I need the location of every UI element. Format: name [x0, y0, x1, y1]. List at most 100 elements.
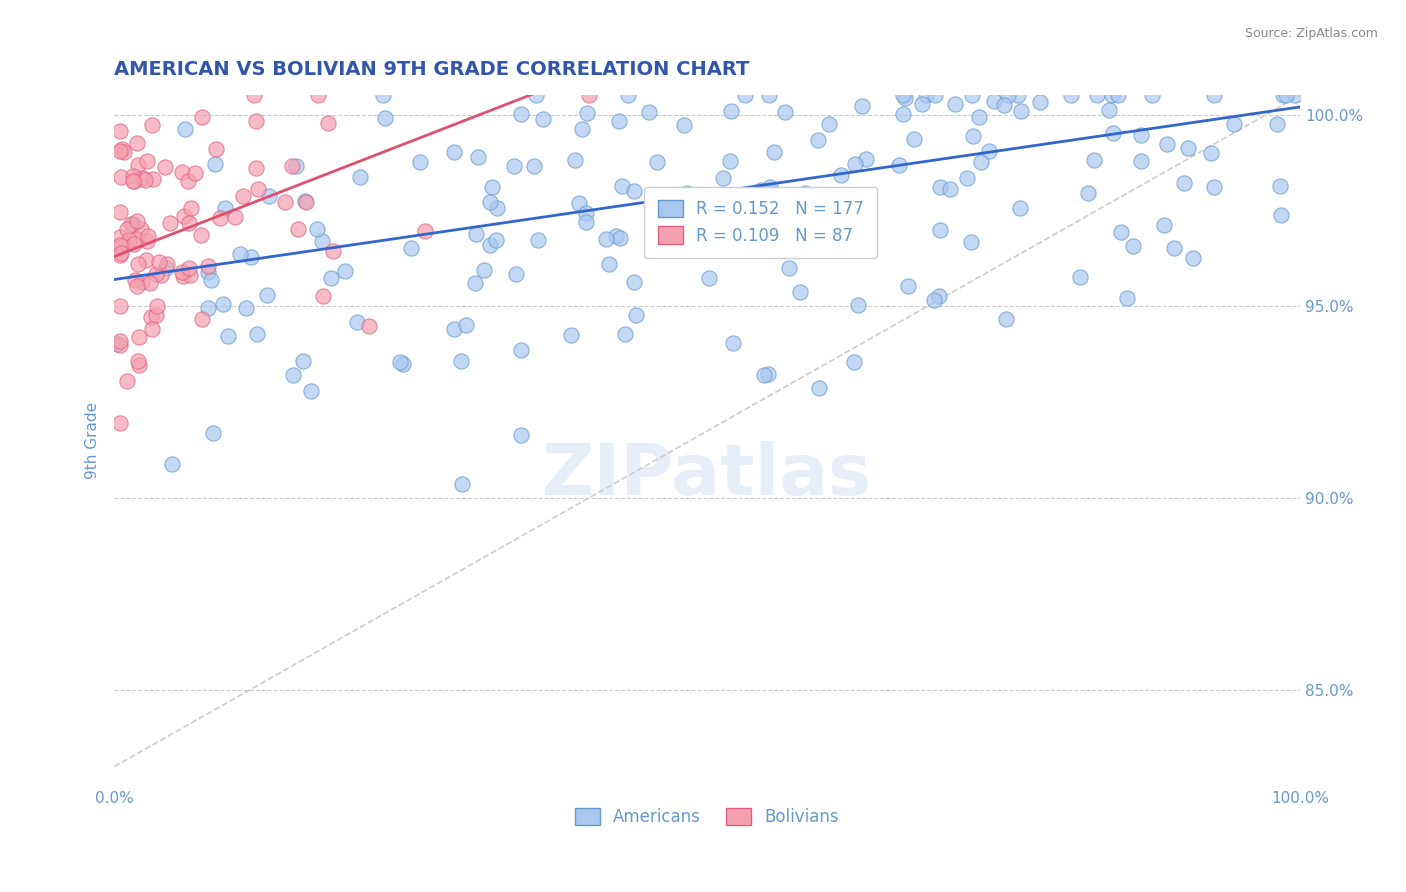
Bolivians	[122, 237, 145, 252]
Text: AMERICAN VS BOLIVIAN 9TH GRADE CORRELATION CHART: AMERICAN VS BOLIVIAN 9TH GRADE CORRELATI…	[114, 60, 749, 78]
Bolivians	[159, 216, 181, 230]
Americans	[510, 343, 533, 357]
Americans	[392, 358, 415, 372]
Americans	[200, 273, 222, 287]
Bolivians	[115, 222, 138, 236]
Americans	[673, 119, 696, 133]
Americans	[709, 228, 731, 243]
Americans	[759, 180, 782, 194]
Americans	[891, 107, 914, 121]
Americans	[929, 179, 952, 194]
Bolivians	[129, 222, 152, 236]
Bolivians	[316, 116, 339, 130]
Americans	[887, 158, 910, 172]
Bolivians	[118, 233, 141, 247]
Americans	[994, 311, 1017, 326]
Bolivians	[108, 144, 131, 158]
Americans	[212, 296, 235, 310]
Americans	[1271, 88, 1294, 103]
Bolivians	[413, 224, 436, 238]
Bolivians	[247, 182, 270, 196]
Americans	[1130, 128, 1153, 142]
Americans	[373, 88, 395, 103]
Bolivians	[124, 273, 146, 287]
Bolivians	[108, 205, 131, 219]
Americans	[897, 279, 920, 293]
Text: Source: ZipAtlas.com: Source: ZipAtlas.com	[1244, 27, 1378, 40]
Bolivians	[110, 245, 132, 260]
Americans	[388, 355, 411, 369]
Americans	[830, 168, 852, 182]
Bolivians	[281, 159, 304, 173]
Bolivians	[108, 416, 131, 430]
Bolivians	[111, 142, 134, 156]
Bolivians	[177, 174, 200, 188]
Americans	[846, 298, 869, 312]
Bolivians	[127, 214, 149, 228]
Bolivians	[145, 267, 167, 281]
Bolivians	[156, 256, 179, 270]
Americans	[464, 276, 486, 290]
Americans	[1223, 117, 1246, 131]
Bolivians	[136, 229, 159, 244]
Americans	[1083, 153, 1105, 168]
Bolivians	[127, 257, 149, 271]
Americans	[967, 111, 990, 125]
Americans	[960, 88, 983, 103]
Americans	[1098, 103, 1121, 117]
Bolivians	[148, 254, 170, 268]
Americans	[1163, 241, 1185, 255]
Americans	[229, 246, 252, 260]
Americans	[486, 201, 509, 215]
Americans	[997, 88, 1019, 103]
Bolivians	[108, 334, 131, 349]
Americans	[842, 355, 865, 369]
Americans	[575, 214, 598, 228]
Bolivians	[287, 222, 309, 236]
Bolivians	[307, 88, 329, 103]
Americans	[197, 301, 219, 316]
Americans	[609, 231, 631, 245]
Americans	[478, 195, 501, 210]
Americans	[979, 145, 1001, 159]
Americans	[1101, 88, 1123, 103]
Americans	[464, 227, 486, 241]
Americans	[204, 157, 226, 171]
Americans	[259, 189, 281, 203]
Legend: Americans, Bolivians: Americans, Bolivians	[568, 801, 846, 832]
Americans	[505, 267, 527, 281]
Americans	[531, 112, 554, 126]
Americans	[808, 381, 831, 395]
Americans	[1204, 179, 1226, 194]
Bolivians	[578, 88, 600, 103]
Americans	[467, 150, 489, 164]
Bolivians	[108, 248, 131, 262]
Americans	[575, 206, 598, 220]
Americans	[761, 185, 783, 199]
Americans	[509, 107, 531, 121]
Americans	[502, 159, 524, 173]
Americans	[1008, 201, 1031, 215]
Americans	[617, 88, 640, 103]
Bolivians	[114, 145, 136, 160]
Americans	[711, 170, 734, 185]
Americans	[284, 159, 307, 173]
Bolivians	[108, 230, 131, 244]
Americans	[891, 88, 914, 103]
Americans	[797, 207, 820, 221]
Americans	[214, 201, 236, 215]
Americans	[772, 208, 794, 222]
Americans	[1265, 117, 1288, 131]
Americans	[1029, 95, 1052, 110]
Bolivians	[128, 330, 150, 344]
Bolivians	[111, 238, 134, 252]
Americans	[605, 228, 627, 243]
Americans	[510, 428, 533, 442]
Americans	[291, 354, 314, 368]
Bolivians	[245, 113, 267, 128]
Bolivians	[242, 88, 264, 103]
Americans	[485, 233, 508, 247]
Americans	[689, 194, 711, 209]
Americans	[443, 145, 465, 159]
Americans	[645, 155, 668, 169]
